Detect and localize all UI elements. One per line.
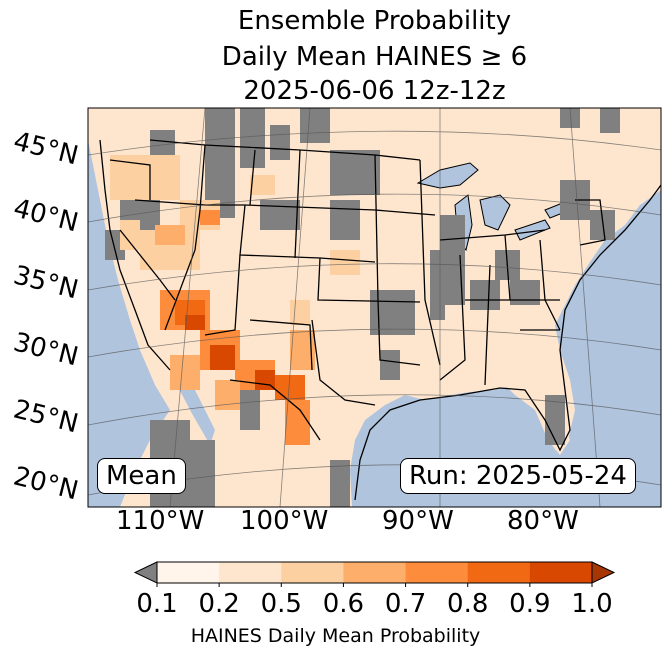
- title-line-2: Daily Mean HAINES ≥ 6: [221, 42, 528, 72]
- colorbar-tick-label: 0.2: [198, 589, 240, 619]
- colorbar-segment: [343, 562, 407, 583]
- colorbar-segment: [529, 562, 593, 583]
- colorbar-over-extension: [591, 561, 616, 584]
- colorbar-tick-label: 0.6: [322, 589, 365, 619]
- colorbar-segment: [467, 562, 531, 583]
- colorbar-label: HAINES Daily Mean Probability: [190, 625, 481, 647]
- lon-label-110: 110°W: [116, 506, 205, 536]
- mean-label: Mean: [97, 458, 186, 494]
- colorbar-segment: [281, 562, 344, 583]
- map-frame: [87, 107, 662, 508]
- lon-label-100: 100°W: [240, 506, 329, 536]
- colorbar-under-extension: [133, 561, 158, 584]
- colorbar-segment: [157, 562, 220, 583]
- colorbar-tick-label: 0.5: [260, 589, 302, 619]
- title-line-3: 2025-06-06 12z-12z: [243, 76, 506, 106]
- lon-label-90: 90°W: [382, 506, 454, 536]
- colorbar-segment: [219, 562, 282, 583]
- coastline: [99, 139, 661, 501]
- colorbar-tick-label: 0.7: [384, 589, 427, 619]
- state-borders: [109, 139, 606, 441]
- lon-label-80: 80°W: [507, 506, 579, 536]
- colorbar-tick-label: 0.1: [136, 589, 178, 619]
- title-line-1: Ensemble Probability: [237, 6, 512, 36]
- run-date-label: Run: 2025-05-24: [400, 458, 636, 494]
- colorbar-tick-label: 1.0: [571, 589, 613, 619]
- colorbar-frame: [156, 561, 593, 584]
- colorbar-segment: [405, 562, 469, 583]
- colorbar-tick-label: 0.8: [447, 589, 489, 619]
- colorbar-tick-label: 0.9: [509, 589, 551, 619]
